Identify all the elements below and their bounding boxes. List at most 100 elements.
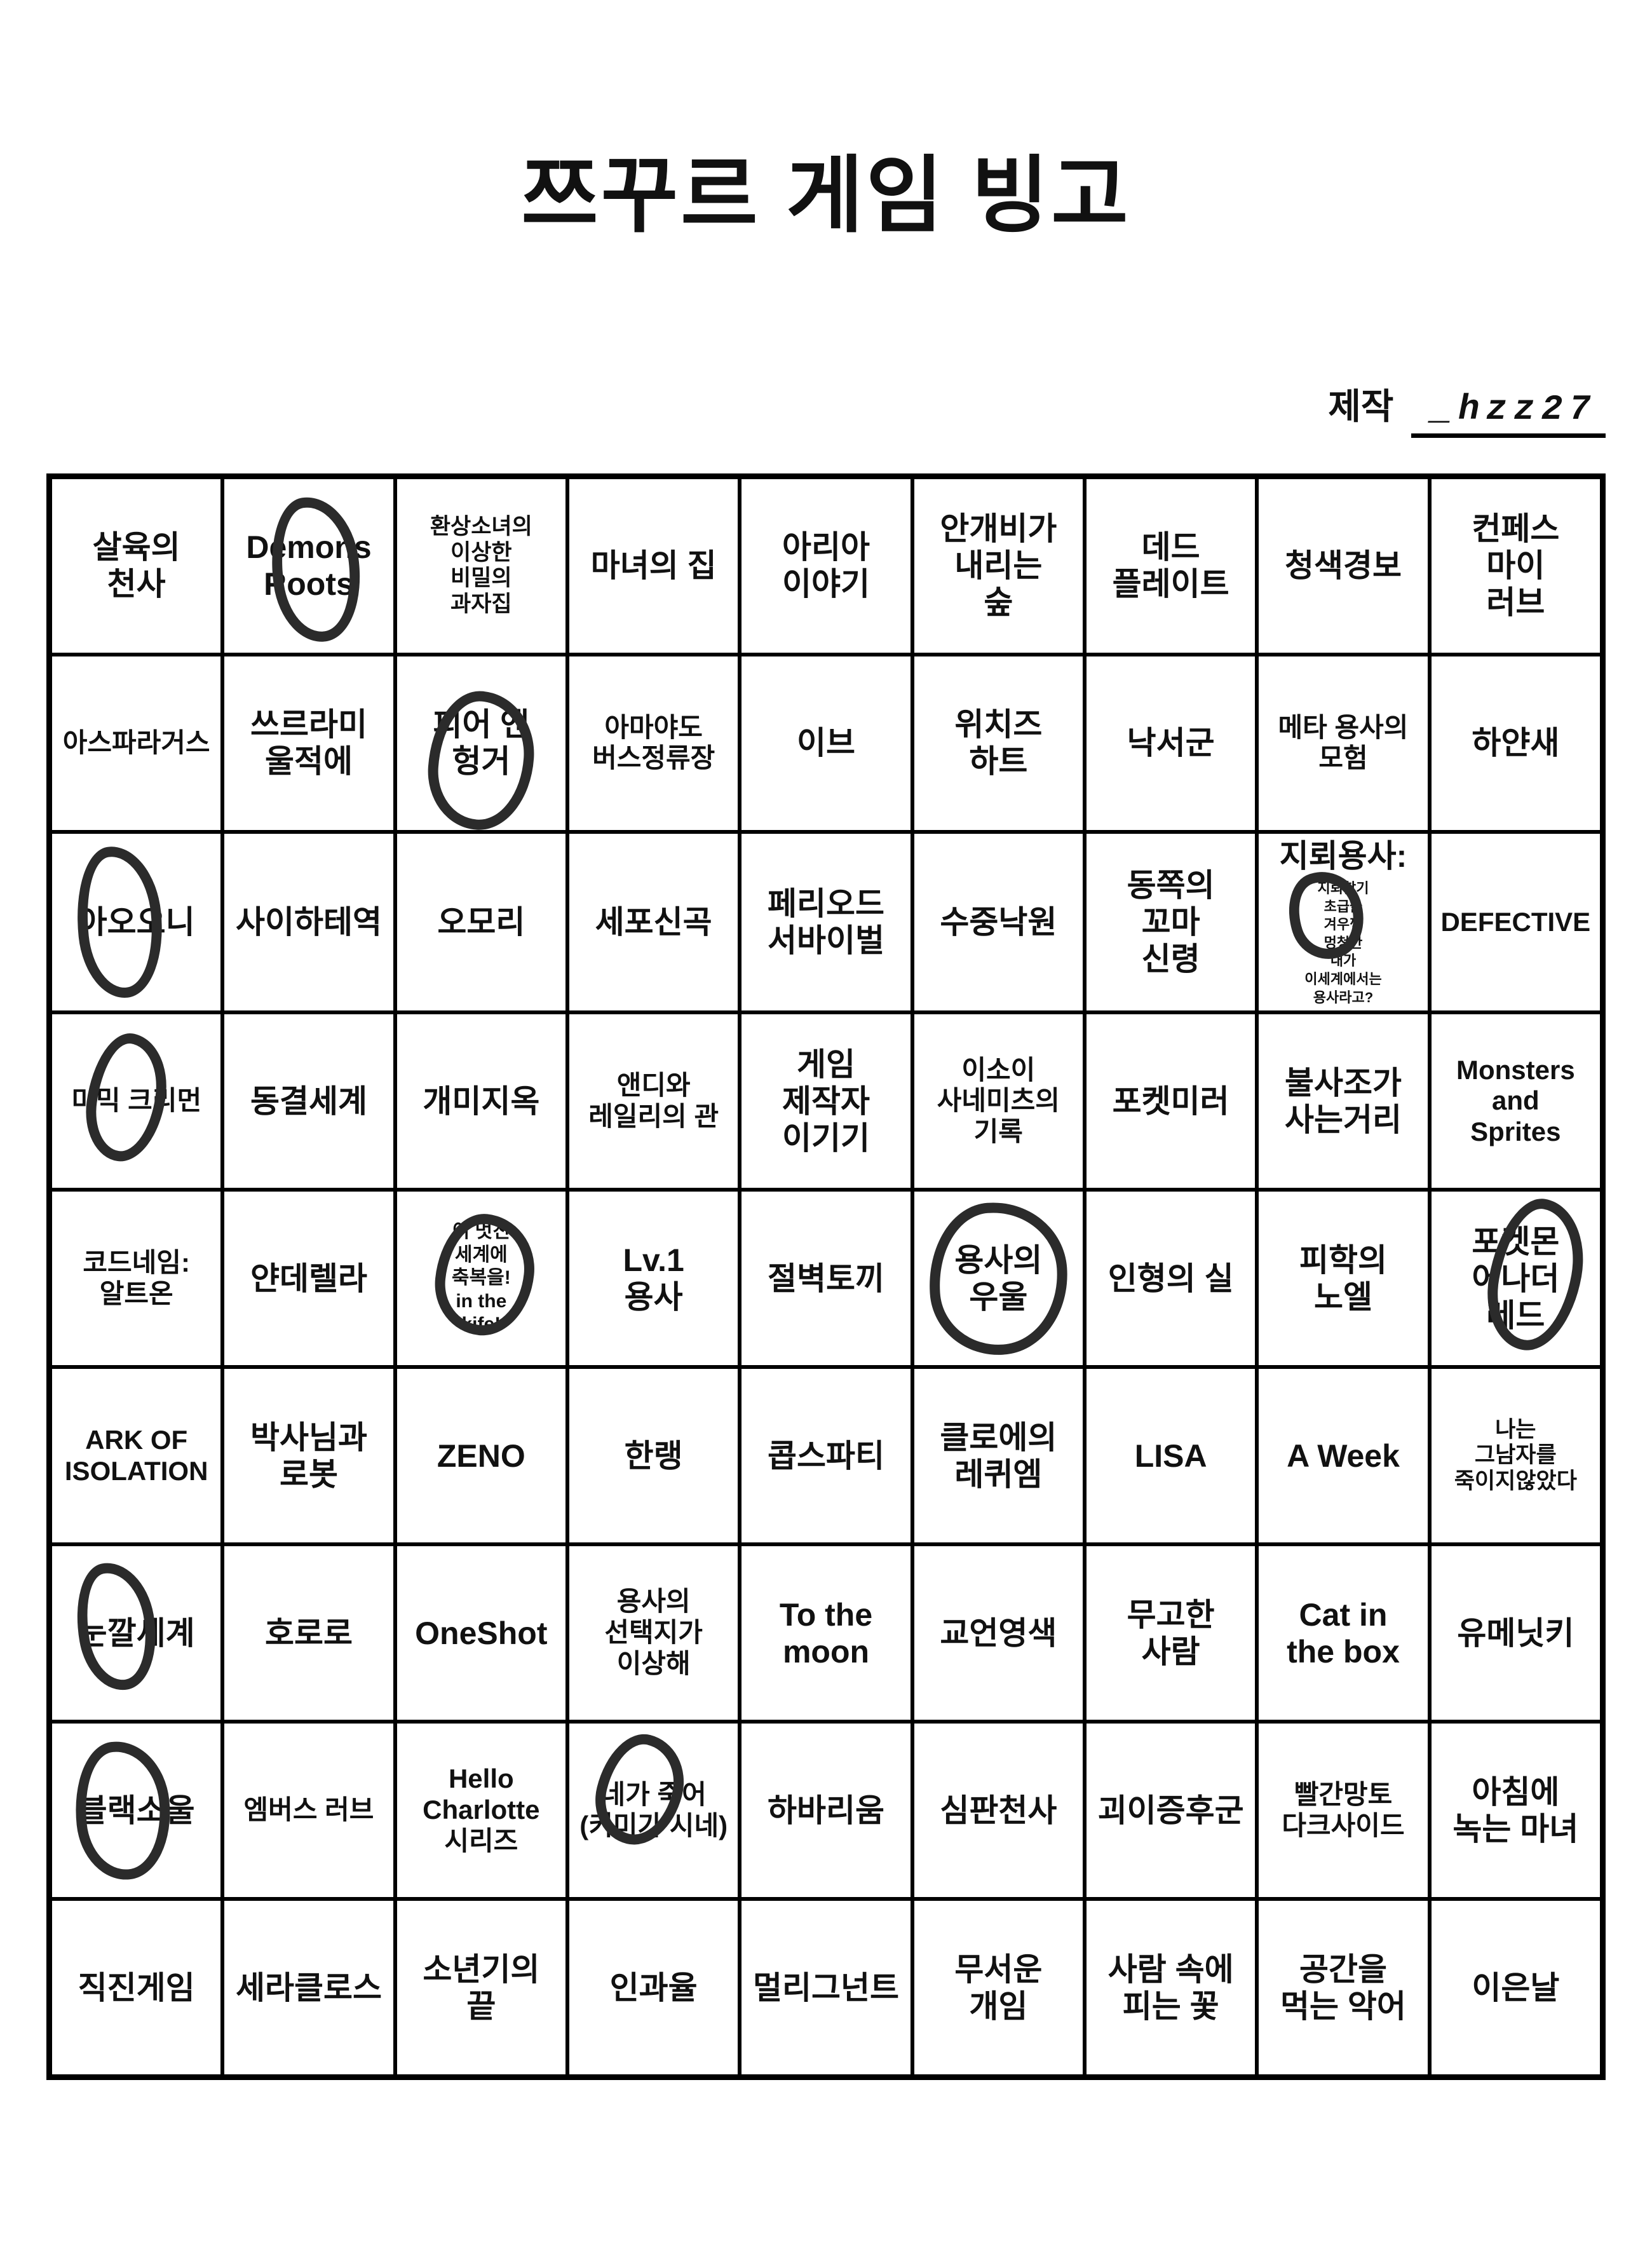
bingo-cell[interactable]: 무서운 개임 <box>914 1901 1083 2074</box>
cell-title: 동쪽의 꼬마 신령 <box>1127 867 1215 977</box>
bingo-cell[interactable]: 쓰르라미 울적에 <box>224 656 393 830</box>
bingo-cell[interactable]: 코드네임: 알트온 <box>52 1192 221 1366</box>
cell-title: 블랙소울 <box>78 1792 195 1828</box>
bingo-cell[interactable]: ARK OF ISOLATION <box>52 1369 221 1543</box>
bingo-cell[interactable]: 앤디와 레일리의 관 <box>569 1014 738 1188</box>
bingo-cell[interactable]: 인형의 실 <box>1087 1192 1256 1366</box>
bingo-cell[interactable]: 유메닛키 <box>1431 1546 1600 1720</box>
bingo-cell[interactable]: 블랙소울 <box>52 1724 221 1898</box>
bingo-cell[interactable]: Demons Roots <box>224 479 393 653</box>
cell-title: 인형의 실 <box>1107 1260 1234 1296</box>
bingo-cell[interactable]: 지뢰용사: 지뢰찾기 초급을 겨우깬 멍청한 내가 이세계에서는 용사라고? <box>1259 833 1428 1011</box>
bingo-cell[interactable]: 클로에의 레퀴엠 <box>914 1369 1083 1543</box>
bingo-cell[interactable]: 직진게임 <box>52 1901 221 2074</box>
bingo-cell[interactable]: 위치즈 하트 <box>914 656 1083 830</box>
bingo-cell[interactable]: 낙서군 <box>1087 656 1256 830</box>
bingo-cell[interactable]: 동결세계 <box>224 1014 393 1188</box>
bingo-cell[interactable]: 박사님과 로봇 <box>224 1369 393 1543</box>
bingo-cell[interactable]: Monsters and Sprites <box>1431 1014 1600 1188</box>
bingo-cell[interactable]: 아마야도 버스정류장 <box>569 656 738 830</box>
bingo-cell[interactable]: 마녀의 집 <box>569 479 738 653</box>
bingo-cell[interactable]: ZENO <box>396 1369 565 1543</box>
bingo-cell[interactable]: 괴이증후군 <box>1087 1724 1256 1898</box>
bingo-cell[interactable]: 살육의 천사 <box>52 479 221 653</box>
bingo-cell[interactable]: 데드 플레이트 <box>1087 479 1256 653</box>
bingo-cell[interactable]: 개미지옥 <box>396 1014 565 1188</box>
cell-title: 페리오드 서바이벌 <box>767 886 884 959</box>
bingo-cell[interactable]: Lv.1 용사 <box>569 1192 738 1366</box>
cell-title: 세라클로스 <box>235 1969 382 2006</box>
bingo-cell[interactable]: 아오오니 <box>52 833 221 1011</box>
bingo-cell[interactable]: 눈깔세계 <box>52 1546 221 1720</box>
bingo-cell[interactable]: 소년기의 끝 <box>396 1901 565 2074</box>
bingo-cell[interactable]: 메타 용사의 모험 <box>1259 656 1428 830</box>
bingo-cell[interactable]: A Week <box>1259 1369 1428 1543</box>
bingo-cell[interactable]: 얀데렐라 <box>224 1192 393 1366</box>
bingo-cell[interactable]: 이 멋진 세계에 축복을! in the kife! <box>396 1192 565 1366</box>
bingo-cell[interactable]: 컨페스 마이 러브 <box>1431 479 1600 653</box>
bingo-cell[interactable]: 안개비가 내리는 숲 <box>914 479 1083 653</box>
bingo-cell[interactable]: 피학의 노엘 <box>1259 1192 1428 1366</box>
bingo-cell[interactable]: 교언영색 <box>914 1546 1083 1720</box>
cell-title: 절벽토끼 <box>767 1260 884 1296</box>
bingo-cell[interactable]: 포켓몬 어나더 레드 <box>1431 1192 1600 1366</box>
bingo-cell[interactable]: 사람 속에 피는 꽃 <box>1087 1901 1256 2074</box>
bingo-cell[interactable]: 아리아 이야기 <box>741 479 911 653</box>
cell-subtitle: 지뢰찾기 초급을 겨우깬 멍청한 내가 이세계에서는 용사라고? <box>1304 880 1382 1005</box>
bingo-cell[interactable]: 콥스파티 <box>741 1369 911 1543</box>
bingo-cell[interactable]: 미믹 크리먼 <box>52 1014 221 1188</box>
bingo-cell[interactable]: 무고한 사람 <box>1087 1546 1256 1720</box>
cell-title: 아오오니 <box>78 904 195 941</box>
cell-title: 아마야도 버스정류장 <box>592 712 715 773</box>
bingo-cell[interactable]: 이은날 <box>1431 1901 1600 2074</box>
bingo-cell[interactable]: LISA <box>1087 1369 1256 1543</box>
bingo-cell[interactable]: 세포신곡 <box>569 833 738 1011</box>
bingo-cell[interactable]: 엠버스 러브 <box>224 1724 393 1898</box>
bingo-cell[interactable]: 오모리 <box>396 833 565 1011</box>
bingo-cell[interactable]: 용사의 우울 <box>914 1192 1083 1366</box>
bingo-cell[interactable]: 환상소녀의 이상한 비밀의 과자집 <box>396 479 565 653</box>
bingo-cell[interactable]: DEFECTIVE <box>1431 833 1600 1011</box>
bingo-cell[interactable]: 세라클로스 <box>224 1901 393 2074</box>
bingo-cell[interactable]: 불사조가 사는거리 <box>1259 1014 1428 1188</box>
bingo-cell[interactable]: 용사의 선택지가 이상해 <box>569 1546 738 1720</box>
bingo-cell[interactable]: To the moon <box>741 1546 911 1720</box>
bingo-cell[interactable]: 수중낙원 <box>914 833 1083 1011</box>
bingo-cell[interactable]: 게임 제작자 이기기 <box>741 1014 911 1188</box>
bingo-cell[interactable]: 아침에 녹는 마녀 <box>1431 1724 1600 1898</box>
bingo-cell[interactable]: 이브 <box>741 656 911 830</box>
bingo-cell[interactable]: 사이하테역 <box>224 833 393 1011</box>
cell-title: 개미지옥 <box>423 1083 540 1119</box>
bingo-cell[interactable]: 이소이 사네미츠의 기록 <box>914 1014 1083 1188</box>
cell-title: 동결세계 <box>250 1083 367 1119</box>
bingo-cell[interactable]: 동쪽의 꼬마 신령 <box>1087 833 1256 1011</box>
cell-title: 무서운 개임 <box>954 1951 1043 2024</box>
cell-title: 사람 속에 피는 꽃 <box>1107 1951 1234 2024</box>
bingo-cell[interactable]: 한랭 <box>569 1369 738 1543</box>
bingo-cell[interactable]: Hello Charlotte 시리즈 <box>396 1724 565 1898</box>
cell-title: 안개비가 내리는 숲 <box>940 511 1057 621</box>
bingo-cell[interactable]: 네가 죽어 (키미가 시네) <box>569 1724 738 1898</box>
cell-title: 이 멋진 세계에 축복을! in the kife! <box>451 1221 511 1335</box>
bingo-cell[interactable]: Cat in the box <box>1259 1546 1428 1720</box>
bingo-cell[interactable]: 빨간망토 다크사이드 <box>1259 1724 1428 1898</box>
bingo-cell[interactable]: 아스파라거스 <box>52 656 221 830</box>
bingo-cell[interactable]: 호로로 <box>224 1546 393 1720</box>
bingo-cell[interactable]: OneShot <box>396 1546 565 1720</box>
bingo-cell[interactable]: 청색경보 <box>1259 479 1428 653</box>
cell-title: 용사의 선택지가 이상해 <box>604 1586 703 1678</box>
cell-title: Lv.1 용사 <box>623 1242 684 1315</box>
bingo-cell[interactable]: 절벽토끼 <box>741 1192 911 1366</box>
cell-title: A Week <box>1287 1438 1400 1474</box>
bingo-cell[interactable]: 인과율 <box>569 1901 738 2074</box>
cell-title: 코드네임: 알트온 <box>83 1247 190 1309</box>
bingo-cell[interactable]: 페리오드 서바이벌 <box>741 833 911 1011</box>
bingo-cell[interactable]: 하바리움 <box>741 1724 911 1898</box>
bingo-cell[interactable]: 멀리그넌트 <box>741 1901 911 2074</box>
bingo-cell[interactable]: 피어 앤 헝거 <box>396 656 565 834</box>
bingo-cell[interactable]: 하얀새 <box>1431 656 1600 830</box>
bingo-cell[interactable]: 나는 그남자를 죽이지않았다 <box>1431 1369 1600 1543</box>
bingo-cell[interactable]: 심판천사 <box>914 1724 1083 1898</box>
bingo-cell[interactable]: 포켓미러 <box>1087 1014 1256 1188</box>
bingo-cell[interactable]: 공간을 먹는 악어 <box>1259 1901 1428 2074</box>
